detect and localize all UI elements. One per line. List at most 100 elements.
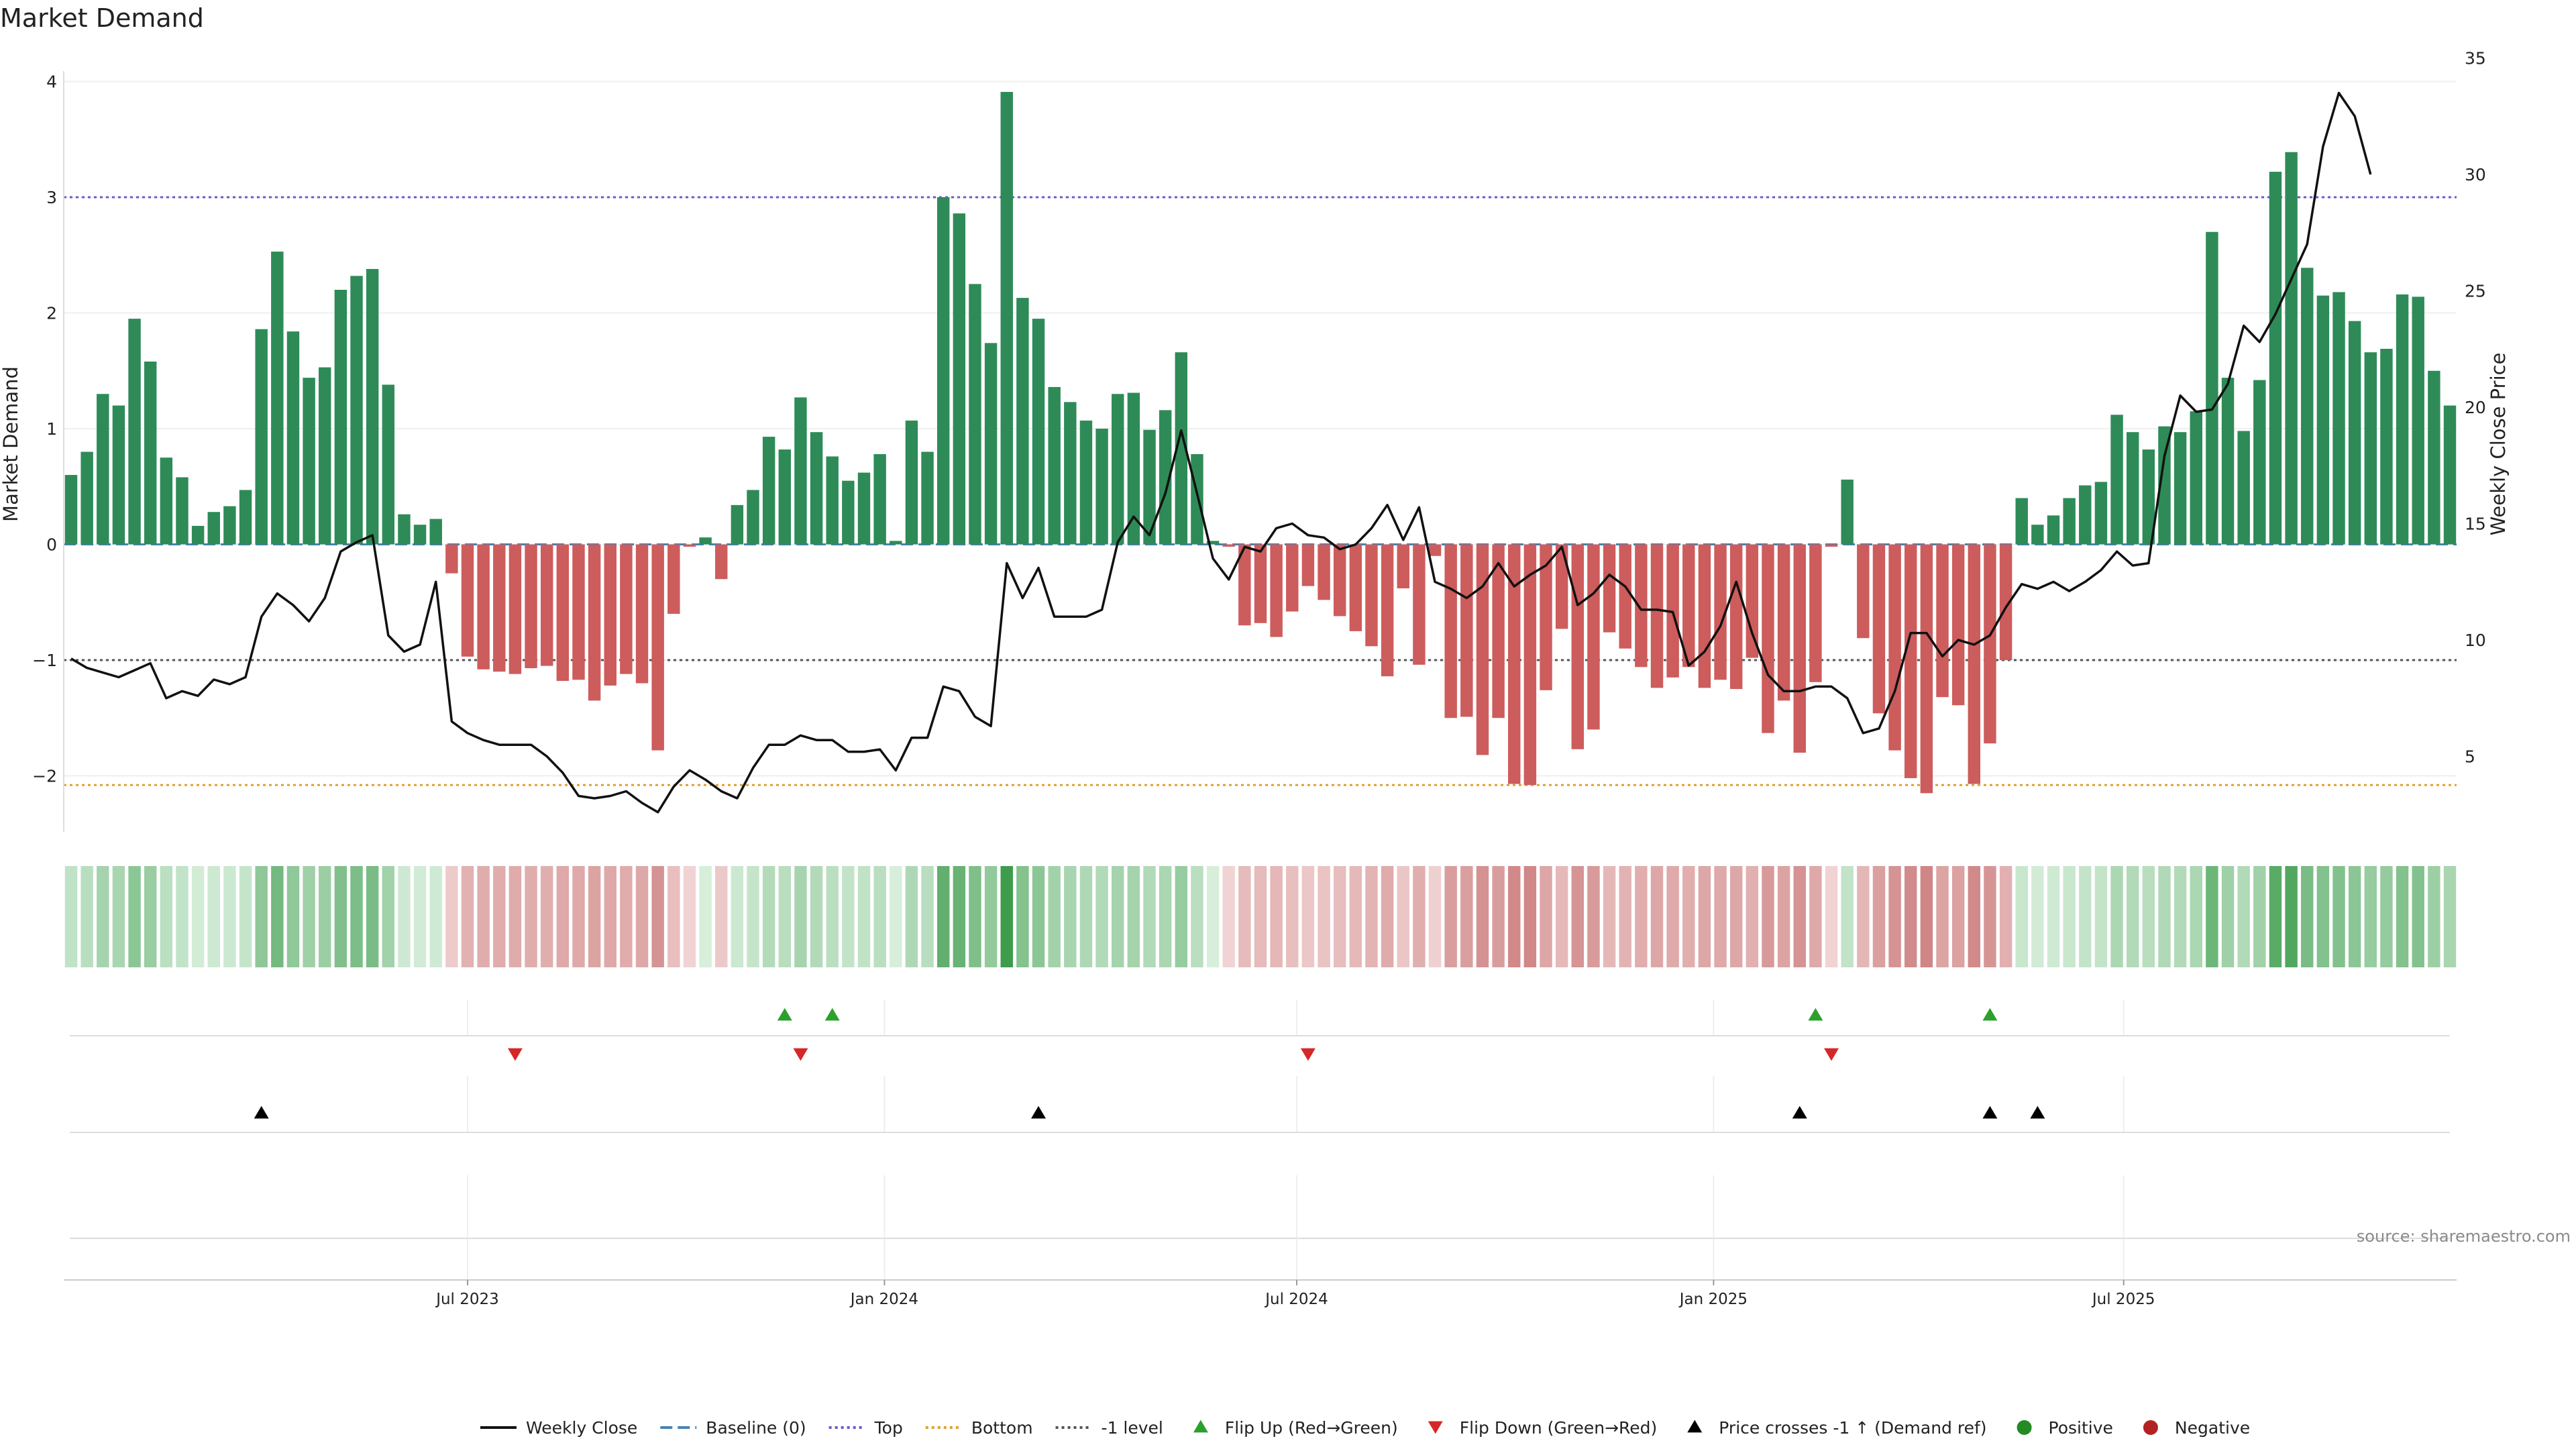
demand-bar: [1159, 410, 1172, 545]
demand-bar: [2443, 405, 2457, 545]
demand-bar: [905, 420, 918, 545]
legend-label: Top: [874, 1418, 903, 1438]
demand-bar: [1809, 544, 1822, 682]
demand-bar: [1492, 544, 1505, 718]
legend-item: Baseline (0): [660, 1418, 806, 1438]
demand-bar: [2412, 297, 2424, 545]
x-tick-label: Jul 2024: [1264, 1291, 1328, 1308]
demand-bar: [2190, 411, 2202, 545]
heat-cell: [1016, 866, 1029, 967]
heat-cell: [1444, 866, 1457, 967]
heat-cell: [1904, 866, 1917, 967]
demand-bar: [2396, 294, 2409, 545]
legend-item: Flip Down (Green→Red): [1428, 1418, 1657, 1438]
y-axis-label: Market Demand: [0, 366, 22, 522]
heat-cell: [1984, 866, 1996, 967]
demand-bar: [1428, 544, 1442, 556]
demand-bar: [1888, 544, 1901, 751]
demand-bar: [620, 544, 633, 674]
y-tick-label: −2: [32, 767, 57, 786]
demand-bar: [64, 475, 78, 545]
heat-cell: [747, 866, 759, 967]
heat-cell: [2332, 866, 2345, 967]
demand-bar: [1951, 544, 1965, 706]
heat-cell: [493, 866, 506, 967]
heat-cell: [1143, 866, 1156, 967]
demand-bar: [1904, 544, 1917, 778]
demand-bar: [2285, 152, 2298, 545]
heat-cell: [1270, 866, 1283, 967]
demand-bar: [2364, 352, 2377, 545]
demand-bar: [350, 276, 363, 545]
demand-bar: [2015, 498, 2028, 545]
demand-bar: [1936, 544, 1949, 698]
heat-cell: [255, 866, 268, 967]
price-cross-marker: [1031, 1106, 1046, 1119]
heat-cell: [207, 866, 220, 967]
heat-cell: [1936, 866, 1949, 967]
legend-item: Top: [828, 1418, 903, 1438]
heat-cell: [1413, 866, 1426, 967]
demand-bar: [2110, 415, 2123, 545]
demand-bar: [683, 544, 696, 547]
heat-cell: [1000, 866, 1013, 967]
price-cross-marker: [254, 1106, 269, 1119]
demand-bar: [1555, 544, 1568, 629]
demand-bar: [2301, 268, 2314, 545]
heat-cell: [1619, 866, 1631, 967]
heat-cell: [1333, 866, 1346, 967]
price-cross-marker: [2030, 1106, 2045, 1119]
y2-tick-label: 10: [2465, 631, 2486, 650]
heat-cell: [445, 866, 458, 967]
legend-dot-icon: [2143, 1420, 2158, 1435]
y2-tick-label: 30: [2465, 165, 2486, 184]
heat-cell: [984, 866, 998, 967]
heat-cell: [1746, 866, 1759, 967]
flip-up-marker: [1808, 1008, 1823, 1021]
heat-cell: [2364, 866, 2377, 967]
demand-bar: [1238, 544, 1251, 626]
legend-label: -1 level: [1102, 1418, 1163, 1438]
demand-bar: [1301, 544, 1315, 586]
demand-bar: [2332, 292, 2345, 545]
price-cross-marker: [1982, 1106, 1998, 1119]
demand-bar: [2047, 515, 2060, 545]
heat-cell: [2396, 866, 2409, 967]
heat-cell: [128, 866, 141, 967]
demand-bar: [207, 512, 220, 545]
demand-bar: [2142, 449, 2155, 545]
demand-bar: [873, 453, 886, 545]
heat-cell: [651, 866, 664, 967]
heat-cell: [2380, 866, 2393, 967]
demand-bar: [1191, 453, 1203, 545]
demand-heat-strip: [64, 866, 2457, 967]
heat-cell: [810, 866, 823, 967]
flip-down-marker: [793, 1048, 808, 1061]
heat-cell: [398, 866, 411, 967]
demand-bar: [2079, 485, 2092, 545]
heat-cell: [667, 866, 680, 967]
heat-cell: [1682, 866, 1695, 967]
heat-cell: [826, 866, 839, 967]
demand-bar: [1476, 544, 1489, 755]
heat-cell: [953, 866, 966, 967]
demand-bar: [286, 331, 300, 545]
heat-cell: [1175, 866, 1188, 967]
heat-cell: [1112, 866, 1124, 967]
demand-bar: [1968, 544, 1981, 784]
heat-cell: [286, 866, 300, 967]
demand-bar: [1920, 544, 1933, 794]
heat-cell: [1048, 866, 1061, 967]
demand-bar: [334, 290, 347, 545]
demand-bar: [857, 472, 871, 545]
legend-triangle-up-icon: [1193, 1419, 1208, 1433]
demand-bar: [842, 480, 855, 545]
demand-bar: [80, 451, 93, 545]
demand-bar: [715, 544, 728, 580]
legend-item: -1 level: [1055, 1418, 1163, 1438]
demand-bar: [461, 544, 474, 657]
heat-cell: [223, 866, 236, 967]
demand-bar: [1540, 544, 1552, 690]
heat-cell: [239, 866, 252, 967]
legend-label: Weekly Close: [526, 1418, 637, 1438]
